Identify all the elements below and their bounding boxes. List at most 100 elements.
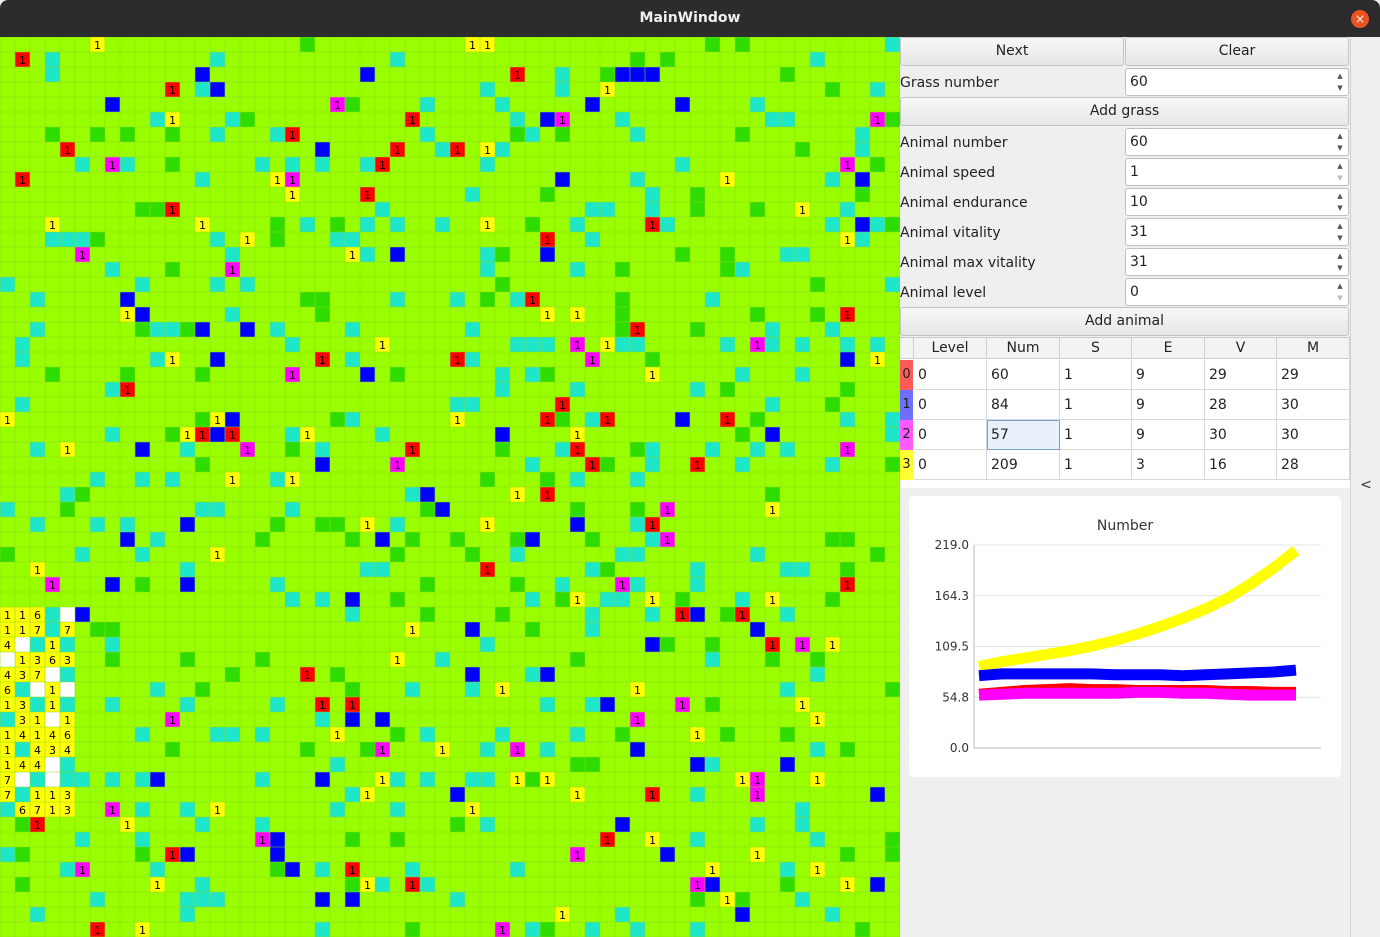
collapse-icon[interactable]: <	[1360, 477, 1372, 493]
grass-patch-cell	[525, 127, 540, 142]
table-row-header[interactable]: 0	[900, 360, 913, 390]
grass-number-spinbox[interactable]: ▲ ▼	[1125, 68, 1349, 96]
add-animal-button[interactable]: Add animal	[900, 307, 1349, 336]
table-cell[interactable]: 1	[1060, 360, 1132, 390]
table-cell[interactable]: 0	[914, 390, 987, 420]
food-cell	[135, 847, 150, 862]
food-cell	[645, 352, 660, 367]
table-header-m[interactable]: M	[1277, 338, 1350, 359]
animal-endurance-input[interactable]	[1130, 192, 1330, 212]
table-cell[interactable]: 9	[1132, 360, 1205, 390]
grass-number-input[interactable]	[1130, 72, 1330, 92]
cell-count-label: 1	[139, 924, 146, 937]
table-header-v[interactable]: V	[1205, 338, 1277, 359]
food-cell	[390, 592, 405, 607]
animal-speed-spinbox[interactable]: ▲ ▼	[1125, 158, 1349, 186]
table-cell[interactable]: 1	[1060, 450, 1132, 480]
table-cell[interactable]: 30	[1205, 420, 1277, 450]
table-cell[interactable]: 84	[987, 390, 1060, 420]
table-cell[interactable]: 0	[914, 360, 987, 390]
cell-count-label: 1	[244, 234, 251, 247]
table-cell[interactable]: 30	[1277, 390, 1350, 420]
grass-patch-cell	[705, 292, 720, 307]
table-header-num[interactable]: Num	[987, 338, 1060, 359]
table-cell[interactable]: 1	[1060, 420, 1132, 450]
grass-patch-cell	[870, 217, 885, 232]
table-cell[interactable]: 3	[1132, 450, 1205, 480]
animal-vitality-spinbox[interactable]: ▲ ▼	[1125, 218, 1349, 246]
table-cell[interactable]: 209	[987, 450, 1060, 480]
clear-button[interactable]: Clear	[1125, 37, 1349, 66]
level3-animal-cell	[165, 112, 180, 127]
spin-down-icon[interactable]: ▼	[1337, 174, 1343, 182]
table-cell[interactable]: 0	[914, 450, 987, 480]
food-cell	[735, 127, 750, 142]
table-cell[interactable]: 29	[1277, 360, 1350, 390]
table-row-header[interactable]: 1	[900, 390, 913, 420]
animal-endurance-spinbox[interactable]: ▲ ▼	[1125, 188, 1349, 216]
animal-number-input[interactable]	[1130, 132, 1330, 152]
next-button[interactable]: Next	[900, 37, 1124, 66]
level3-animal-cell	[570, 307, 585, 322]
table-cell[interactable]: 16	[1205, 450, 1277, 480]
table-header-level[interactable]: Level	[914, 338, 987, 359]
cell-count-label: 1	[574, 789, 581, 802]
table-cell[interactable]: 9	[1132, 420, 1205, 450]
spin-up-icon[interactable]: ▲	[1337, 282, 1343, 290]
grass-patch-cell	[675, 157, 690, 172]
grass-patch-cell	[885, 412, 900, 427]
table-row-header[interactable]: 3	[900, 450, 913, 480]
side-panel-toggle[interactable]: <	[1350, 37, 1380, 937]
spin-up-icon[interactable]: ▲	[1337, 222, 1343, 230]
level1-animal-cell	[360, 367, 375, 382]
table-row-header[interactable]: 2	[900, 420, 913, 450]
animal-level-spinbox[interactable]: ▲ ▼	[1125, 278, 1349, 306]
animal-level-input[interactable]	[1130, 282, 1330, 302]
table-cell[interactable]: 0	[914, 420, 987, 450]
food-cell	[885, 112, 900, 127]
spin-up-icon[interactable]: ▲	[1337, 72, 1343, 80]
table-cell[interactable]: 29	[1205, 360, 1277, 390]
table-cell[interactable]: 30	[1277, 420, 1350, 450]
animal-number-spinbox[interactable]: ▲ ▼	[1125, 128, 1349, 156]
spin-down-icon[interactable]: ▼	[1337, 204, 1343, 212]
animal-max-vitality-input[interactable]	[1130, 252, 1330, 272]
spin-down-icon[interactable]: ▼	[1337, 84, 1343, 92]
level3-animal-cell	[750, 847, 765, 862]
add-grass-button[interactable]: Add grass	[900, 97, 1349, 126]
table-cell[interactable]: 57	[987, 420, 1060, 450]
spin-up-icon[interactable]: ▲	[1337, 192, 1343, 200]
grass-patch-cell	[435, 142, 450, 157]
spin-down-icon[interactable]: ▼	[1337, 264, 1343, 272]
table-cell[interactable]: 28	[1205, 390, 1277, 420]
spin-down-icon[interactable]: ▼	[1337, 294, 1343, 302]
spin-up-icon[interactable]: ▲	[1337, 162, 1343, 170]
grass-patch-cell	[285, 502, 300, 517]
table-header-s[interactable]: S	[1060, 338, 1132, 359]
animal-speed-input[interactable]	[1130, 162, 1330, 182]
cell-count-label: 7	[4, 789, 11, 802]
spin-up-icon[interactable]: ▲	[1337, 252, 1343, 260]
animal-max-vitality-spinbox[interactable]: ▲ ▼	[1125, 248, 1349, 276]
table-header-e[interactable]: E	[1132, 338, 1205, 359]
level3-animal-cell	[15, 622, 30, 637]
table-cell[interactable]: 9	[1132, 390, 1205, 420]
level3-animal-cell	[690, 727, 705, 742]
spin-down-icon[interactable]: ▼	[1337, 234, 1343, 242]
table-cell[interactable]: 28	[1277, 450, 1350, 480]
spin-up-icon[interactable]: ▲	[1337, 132, 1343, 140]
grass-patch-cell	[315, 712, 330, 727]
animal-endurance-label: Animal endurance	[900, 195, 1028, 211]
animal-vitality-input[interactable]	[1130, 222, 1330, 242]
cell-count-label: 1	[169, 714, 176, 727]
table-cell[interactable]: 60	[987, 360, 1060, 390]
cell-count-label: 4	[4, 639, 11, 652]
level3-animal-cell	[210, 412, 225, 427]
level1-animal-cell	[375, 532, 390, 547]
spin-down-icon[interactable]: ▼	[1337, 144, 1343, 152]
grass-patch-cell	[615, 547, 630, 562]
table-cell[interactable]: 1	[1060, 390, 1132, 420]
close-button[interactable]: ×	[1351, 10, 1369, 28]
grass-patch-cell	[510, 547, 525, 562]
